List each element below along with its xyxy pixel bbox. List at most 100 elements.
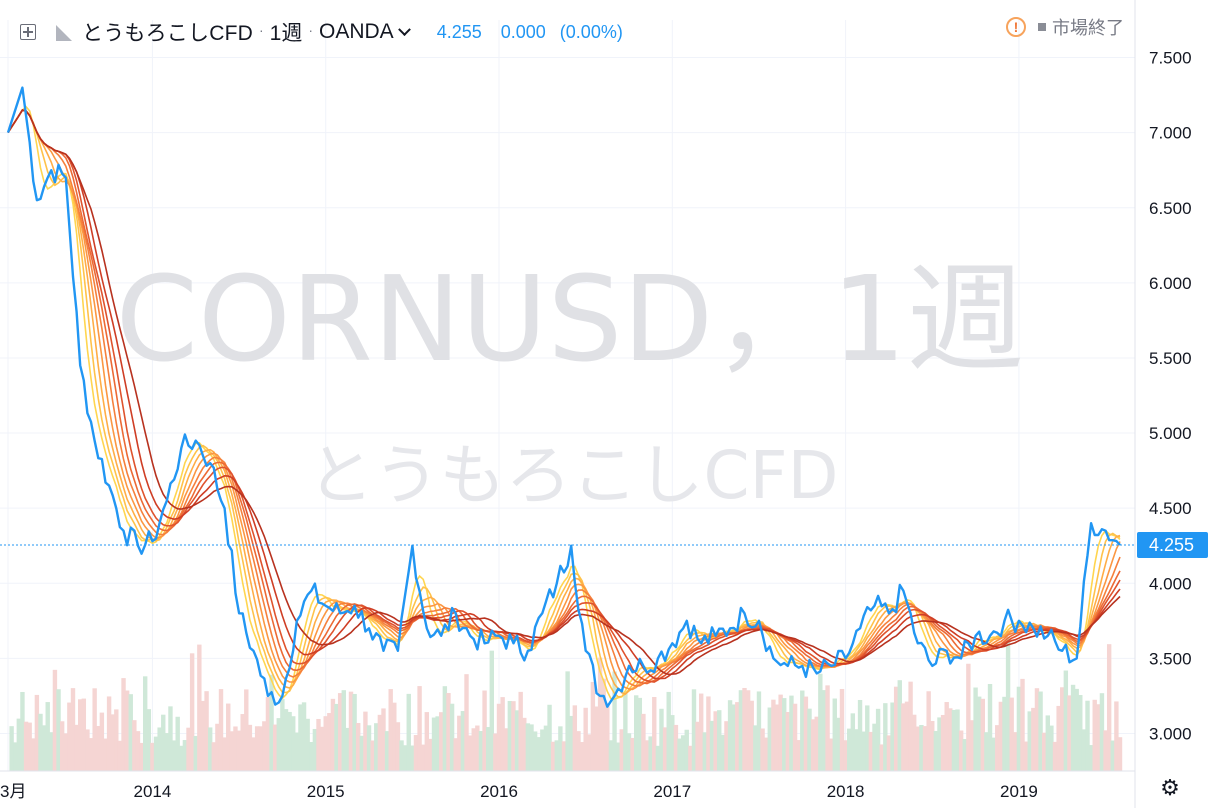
volume-bar	[698, 693, 704, 771]
volume-bar	[63, 733, 68, 771]
volume-bar	[197, 644, 202, 771]
interval-label[interactable]: 1週	[269, 22, 303, 45]
volume-bar	[20, 691, 25, 771]
volume-bar	[377, 714, 383, 771]
volume-bar	[930, 720, 935, 771]
ma-line	[7, 105, 1121, 700]
volume-bar	[955, 709, 960, 771]
volume-bar	[814, 716, 819, 771]
volume-bar	[200, 700, 206, 771]
volume-bar	[171, 740, 177, 771]
volume-bar	[41, 725, 47, 771]
volume-bar	[868, 731, 874, 771]
settings-icon[interactable]: ⚙	[1160, 775, 1180, 800]
volume-bar	[207, 727, 213, 771]
volume-bar	[337, 693, 343, 771]
volume-bar	[1110, 740, 1115, 771]
volume-bar	[117, 740, 123, 771]
volume-bar	[392, 702, 397, 771]
volume-bar	[583, 707, 588, 771]
volume-bar	[789, 695, 794, 771]
volume-bar	[485, 727, 491, 771]
volume-bar	[52, 669, 58, 771]
volume-bar	[23, 721, 29, 771]
volume-bar	[283, 709, 289, 771]
volume-bar	[915, 726, 921, 771]
volume-bar	[128, 694, 133, 771]
volume-bar	[540, 729, 545, 771]
volume-bar	[1009, 697, 1014, 771]
volume-bar	[615, 742, 621, 771]
volume-bar	[294, 732, 300, 771]
volume-bar	[861, 731, 866, 771]
moving-average-ribbon	[7, 105, 1121, 700]
volume-bar	[471, 728, 476, 771]
volume-bar	[684, 729, 689, 771]
volume-bar	[659, 708, 664, 771]
y-tick-label: 3.000	[1149, 724, 1192, 743]
volume-bar	[1027, 711, 1032, 771]
volume-bar	[652, 697, 657, 771]
volume-bar	[157, 727, 162, 771]
volume-bar	[59, 721, 65, 771]
volume-bar	[218, 689, 224, 771]
volume-bar	[987, 684, 993, 771]
volume-bar	[410, 745, 415, 771]
volume-bar	[821, 690, 827, 771]
volume-bar	[226, 703, 231, 771]
volume-bar	[594, 706, 599, 771]
volume-bar	[240, 714, 245, 771]
volume-bar	[420, 744, 426, 771]
volume-bar	[1088, 745, 1094, 771]
volume-bar	[442, 686, 448, 771]
grid-lines	[0, 20, 1135, 771]
volume-bar	[215, 723, 220, 771]
volume-bar	[1060, 687, 1065, 771]
volume-bar	[940, 714, 946, 771]
volume-bar	[88, 738, 94, 771]
volume-bar	[749, 700, 754, 771]
market-status[interactable]: ! 市場終了	[1006, 14, 1124, 40]
flag-icon[interactable]	[56, 25, 72, 41]
volume-bar	[193, 735, 198, 771]
volume-bar	[558, 726, 563, 771]
volume-bar	[233, 726, 238, 771]
add-symbol-icon[interactable]	[20, 24, 36, 40]
warning-icon[interactable]: !	[1006, 17, 1026, 37]
volume-bar	[334, 703, 339, 771]
volume-bar	[366, 725, 372, 771]
price-axis[interactable]: 3.000 3.500 4.000 4.500 5.000 5.500 6.000 6.500…	[1149, 49, 1192, 744]
volume-bar	[922, 726, 928, 771]
volume-bar	[309, 741, 314, 771]
volume-bar	[114, 709, 119, 771]
volume-bar	[680, 735, 686, 771]
volume-bar	[319, 726, 325, 771]
y-tick-label: 6.000	[1149, 274, 1192, 293]
broker-dropdown[interactable]: OANDA	[319, 20, 411, 44]
volume-bar	[836, 717, 841, 771]
volume-bar	[384, 731, 390, 771]
volume-bar	[211, 742, 216, 771]
volume-bar	[875, 708, 881, 771]
volume-bar	[507, 700, 513, 771]
volume-bar	[254, 726, 260, 771]
volume-bar	[973, 687, 978, 771]
volume-bar	[135, 731, 141, 771]
volume-bar	[478, 731, 484, 771]
volume-bar	[998, 701, 1004, 771]
volume-bar	[428, 738, 433, 771]
volume-bar	[774, 704, 780, 771]
time-axis[interactable]: 3月 2014 2015 2016 2017 2018 2019	[0, 782, 1038, 801]
y-tick-label: 4.500	[1149, 499, 1192, 518]
symbol-name[interactable]: とうもろこしCFD	[82, 22, 253, 45]
volume-bar	[374, 723, 379, 771]
volume-bar	[745, 690, 751, 771]
volume-bar	[897, 680, 902, 771]
volume-bar	[890, 702, 895, 771]
volume-bar	[792, 703, 798, 771]
volume-bar	[381, 708, 386, 771]
volume-bar	[99, 712, 105, 771]
volume-bar	[500, 697, 505, 771]
volume-bar	[608, 740, 614, 771]
